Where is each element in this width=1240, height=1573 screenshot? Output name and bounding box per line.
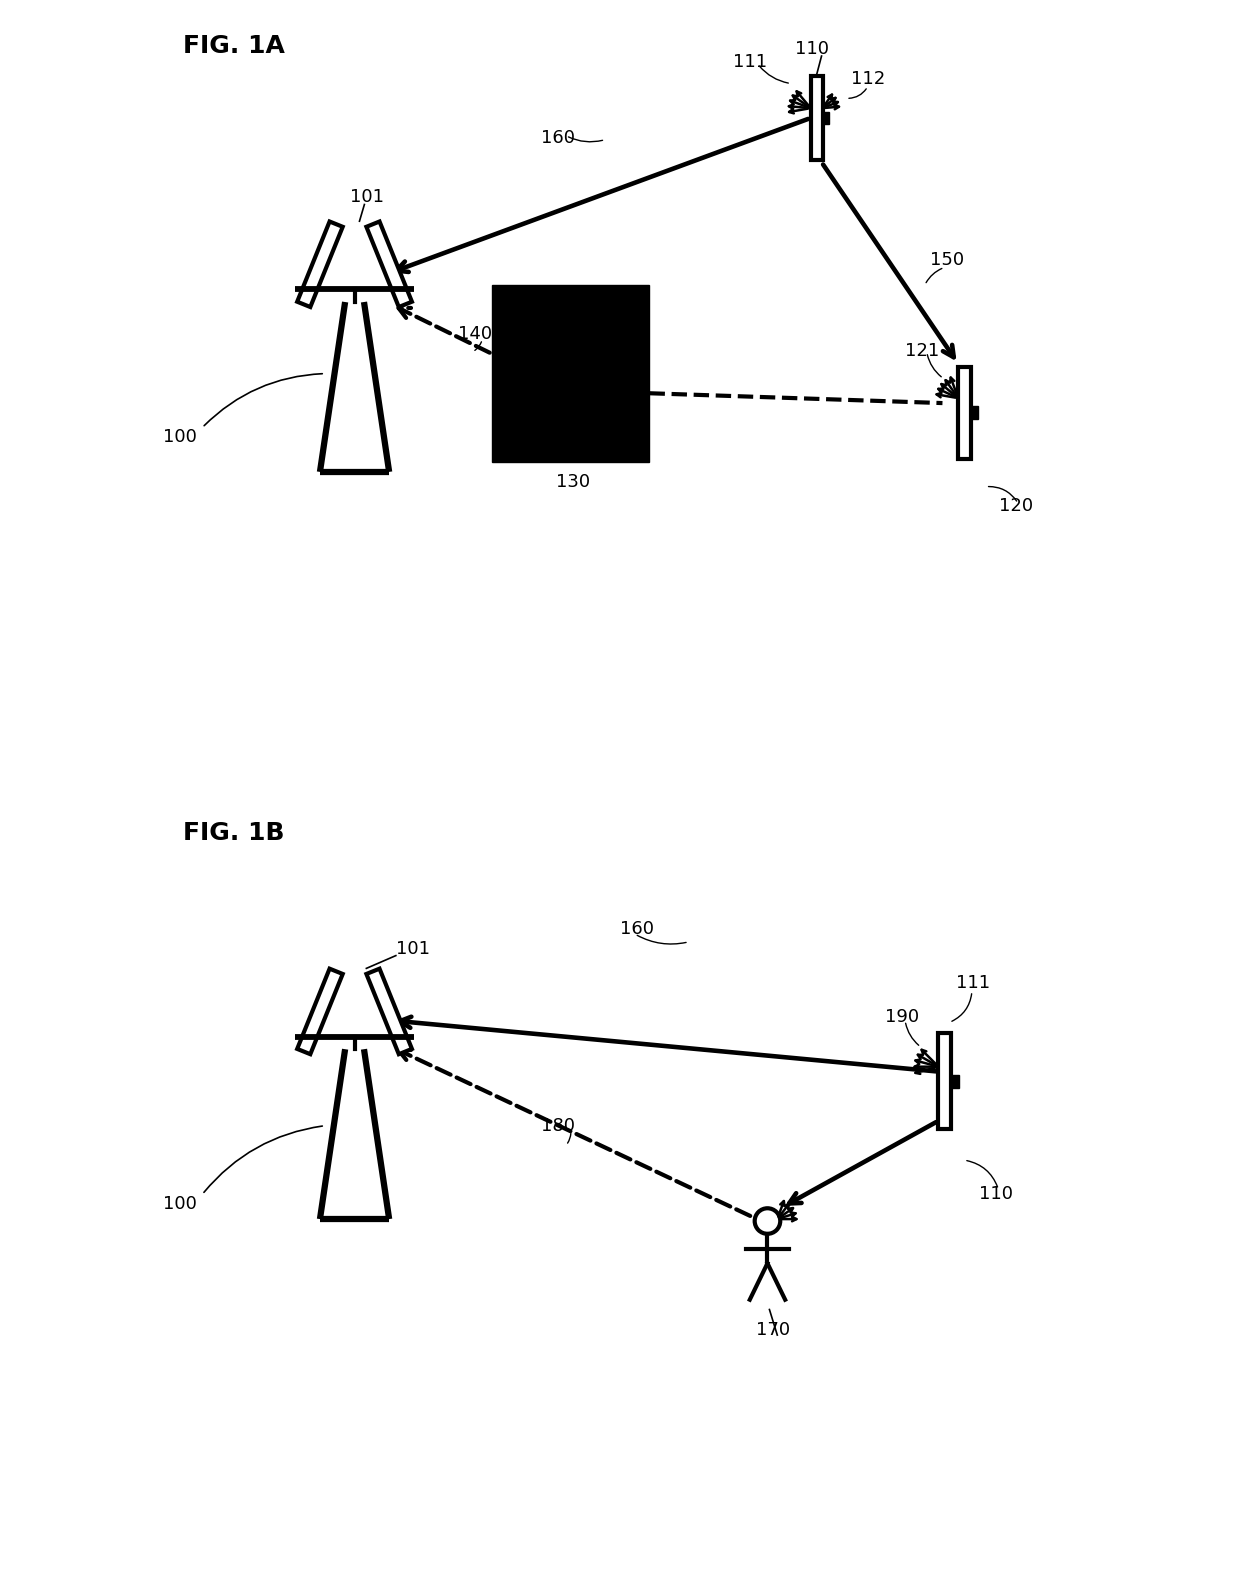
Polygon shape	[298, 969, 342, 1054]
Text: 100: 100	[162, 428, 197, 447]
Text: FIG. 1B: FIG. 1B	[182, 821, 284, 845]
Polygon shape	[366, 222, 412, 307]
Text: 130: 130	[556, 472, 590, 491]
Bar	[957, 367, 971, 459]
Bar	[971, 406, 978, 420]
Text: 111: 111	[956, 974, 991, 993]
Text: 121: 121	[905, 341, 940, 360]
Text: 160: 160	[620, 920, 653, 938]
Text: 111: 111	[733, 53, 768, 71]
Text: 170: 170	[755, 1321, 790, 1339]
Text: 101: 101	[350, 187, 383, 206]
Text: 180: 180	[542, 1117, 575, 1134]
Text: 160: 160	[542, 129, 575, 146]
Text: 101: 101	[396, 939, 430, 958]
Text: 100: 100	[162, 1195, 197, 1213]
Text: 190: 190	[885, 1008, 920, 1027]
Text: 150: 150	[930, 252, 963, 269]
Bar	[492, 285, 650, 462]
Bar	[822, 112, 830, 124]
Text: 140: 140	[458, 326, 492, 343]
Bar	[951, 1074, 959, 1089]
Bar	[937, 1033, 951, 1129]
Bar	[811, 76, 822, 160]
Text: 112: 112	[851, 69, 885, 88]
Text: FIG. 1A: FIG. 1A	[182, 35, 284, 58]
Polygon shape	[298, 222, 342, 307]
Text: 110: 110	[978, 1186, 1013, 1203]
Polygon shape	[366, 969, 412, 1054]
Text: 110: 110	[795, 39, 828, 58]
Text: 120: 120	[998, 497, 1033, 516]
